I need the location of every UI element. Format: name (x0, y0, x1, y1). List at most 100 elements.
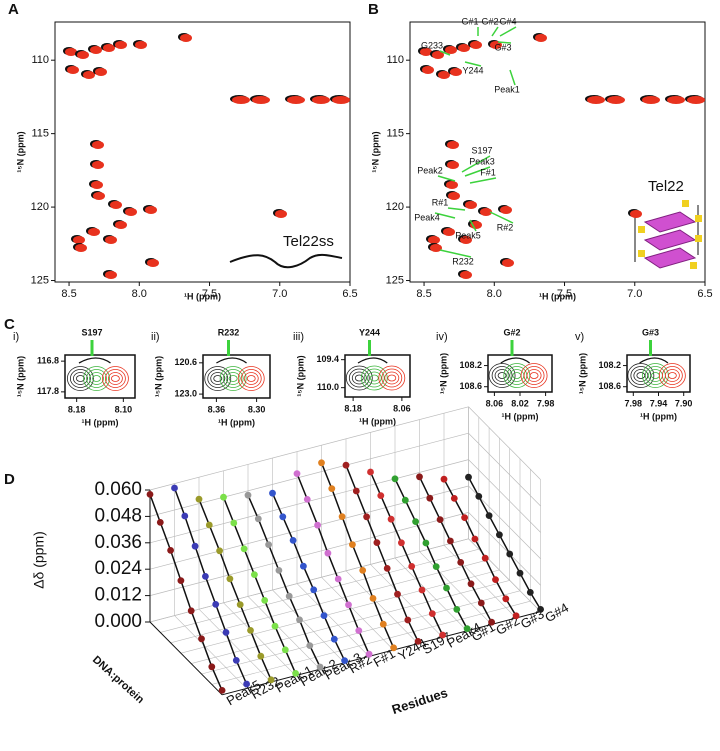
data-point (257, 652, 265, 660)
x-tick-label: 6.5 (342, 288, 357, 300)
peak-contour (77, 51, 89, 59)
label-arrow (499, 26, 517, 37)
x-tick-label: 7.94 (650, 398, 668, 408)
data-point (367, 468, 374, 476)
data-point (537, 606, 544, 613)
peak-contour (490, 41, 502, 49)
data-point (461, 514, 468, 521)
data-point (328, 485, 336, 492)
data-point (496, 531, 503, 539)
contour (92, 375, 101, 382)
x-tick-label: 8.30 (248, 404, 266, 414)
contour (384, 371, 400, 385)
data-point (218, 687, 226, 694)
floor-line (211, 600, 531, 685)
data-point (300, 562, 307, 570)
peak-contour (332, 96, 350, 104)
data-point (205, 521, 213, 529)
peak-label: G#1 (461, 16, 478, 26)
series-line (369, 471, 444, 636)
data-point (202, 573, 209, 580)
contour (661, 366, 683, 385)
inset-residue: Y244 (359, 327, 380, 337)
data-point (208, 663, 216, 671)
data-point (195, 495, 203, 503)
series-line (222, 496, 297, 674)
y-tick-label: 0.048 (94, 505, 142, 526)
y-tick-label: 120.6 (174, 357, 197, 367)
peak-contour (287, 96, 305, 104)
series-line (467, 476, 542, 610)
contour (70, 369, 91, 388)
peak-contour (65, 48, 77, 56)
shift-arrow (78, 357, 111, 364)
data-point (243, 680, 251, 688)
data-point (369, 595, 377, 602)
peak-contour (115, 221, 127, 229)
data-point (316, 663, 324, 671)
contour (86, 369, 107, 388)
peak-contour (430, 244, 442, 252)
grid-line (149, 485, 469, 570)
y-tick-label: 120 (31, 201, 49, 213)
contour (83, 366, 110, 391)
data-point (526, 589, 534, 596)
x-tick-label: G#4 (542, 600, 571, 625)
y-tick-label: 0.036 (94, 532, 142, 553)
peak-label: G#2 (481, 16, 498, 26)
data-point (171, 484, 178, 492)
contour (520, 363, 548, 388)
peak-contour (667, 96, 685, 104)
contour (630, 366, 652, 385)
y-tick-label: 125 (31, 274, 49, 286)
label-arrow (509, 69, 516, 86)
x-tick-label: 7.90 (675, 398, 693, 408)
data-point (226, 575, 234, 583)
label-arrow (447, 207, 466, 211)
data-point (414, 638, 422, 645)
y-tick-label: 115 (31, 128, 49, 140)
shift-arrow (639, 357, 669, 364)
label-arrow (469, 177, 497, 184)
data-point (463, 625, 471, 632)
inset-residue: R232 (218, 327, 240, 337)
floor-line (443, 544, 517, 619)
contour (102, 366, 129, 391)
peak-contour (147, 259, 159, 267)
peak-label: R#1 (432, 197, 449, 207)
label-arrow (464, 61, 482, 67)
y-tick-label: 108.2 (459, 360, 482, 370)
peak-contour (448, 192, 460, 200)
y-axis-title: ¹⁵N (ppm) (153, 356, 163, 397)
label-arrow (469, 219, 477, 232)
quadruplex-icon (634, 200, 702, 269)
floor-line (272, 589, 345, 664)
shift-arrow (216, 357, 247, 364)
contour (213, 375, 223, 382)
data-point (471, 535, 479, 543)
data-point (320, 612, 328, 619)
data-point (212, 601, 220, 608)
series-line (296, 473, 370, 655)
peak-label: R232 (452, 256, 474, 266)
data-point (485, 512, 493, 519)
data-point (341, 657, 348, 664)
peak-contour (465, 201, 477, 209)
y-tick-label: 115 (386, 128, 404, 140)
plot-frame (344, 354, 411, 398)
peak-label: R#2 (497, 222, 514, 232)
contour (641, 363, 669, 388)
series-line (345, 464, 419, 642)
data-point (379, 620, 387, 628)
inset-index: v) (575, 331, 584, 343)
data-point (285, 592, 293, 600)
grid-line (149, 406, 469, 491)
peak-label: Peak3 (469, 156, 495, 166)
peak-contour (105, 271, 117, 279)
data-point (303, 496, 311, 503)
data-point (146, 491, 154, 498)
peak-contour (460, 236, 472, 244)
x-tick-label: 8.06 (486, 398, 504, 408)
x-axis-title: ¹H (ppm) (640, 411, 677, 421)
floor-line (296, 583, 370, 657)
